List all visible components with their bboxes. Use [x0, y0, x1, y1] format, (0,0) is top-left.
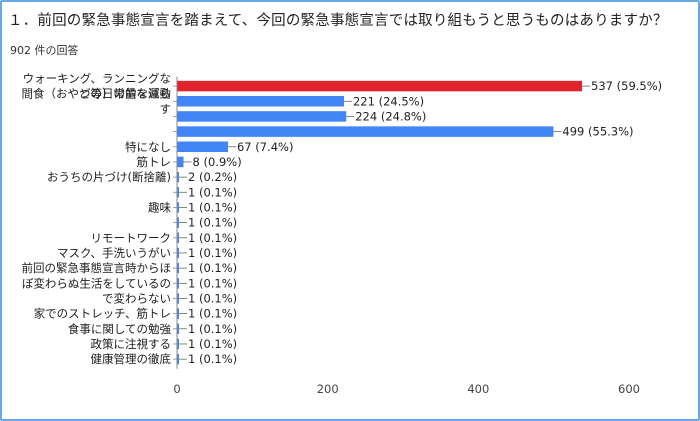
category-label-11-0: マスク、手洗いうがい [57, 246, 171, 260]
value-label-2: 224 (24.8%) [355, 109, 426, 123]
bar-15 [177, 308, 179, 319]
category-label-8-0: 趣味 [148, 200, 171, 214]
bar-9 [177, 217, 179, 228]
bar-6 [177, 171, 180, 183]
bar-12 [177, 262, 179, 274]
value-label-8: 1 (0.1%) [188, 200, 237, 214]
category-label-0-0: ウォーキング、ランニングな [23, 71, 171, 85]
category-label-15-0: 家でのストレッチ、筋トレ [34, 307, 171, 321]
category-label-5-0: 筋トレ [137, 155, 172, 169]
bar-1 [177, 96, 344, 107]
value-label-5: 8 (0.9%) [193, 155, 242, 169]
x-tick-label-1: 200 [317, 382, 339, 396]
bar-7 [177, 187, 179, 198]
bar-3 [177, 126, 554, 137]
category-label-12-2: で変わらない [102, 292, 171, 306]
category-label-17-0: 政策に注視する [91, 337, 172, 351]
category-label-18-0: 健康管理の徹底 [91, 352, 172, 366]
value-label-9: 1 (0.1%) [188, 216, 237, 230]
category-label-12-0: 前回の緊急事態宣言時からほ [22, 261, 172, 275]
value-label-15: 1 (0.1%) [188, 307, 237, 321]
value-label-18: 1 (0.1%) [188, 352, 237, 366]
value-label-4: 67 (7.4%) [237, 140, 293, 154]
bar-14 [177, 293, 179, 304]
value-label-16: 1 (0.1%) [188, 322, 237, 336]
category-label-10-0: リモートワーク [91, 231, 172, 245]
value-label-12: 1 (0.1%) [188, 261, 237, 275]
chart-title: １．前回の緊急事態宣言を踏まえて、今回の緊急事態宣言では取り組もうと思うものはあ… [8, 13, 668, 29]
category-label-4-0: 特になし [125, 140, 171, 154]
bar-16 [177, 323, 179, 335]
value-label-1: 221 (24.5%) [353, 94, 424, 108]
response-count: 902 件の回答 [10, 44, 79, 57]
value-label-0: 537 (59.5%) [591, 79, 662, 93]
bar-18 [177, 353, 179, 365]
bar-5 [177, 156, 184, 168]
bar-11 [177, 247, 179, 259]
value-label-17: 1 (0.1%) [188, 337, 237, 351]
bar-2 [177, 111, 347, 122]
x-tick-label-2: 400 [467, 382, 489, 396]
category-label-16-0: 食事に関しての勉強 [68, 322, 172, 336]
bar-17 [177, 338, 179, 350]
value-label-11: 1 (0.1%) [188, 246, 237, 260]
category-label-12-1: ぼ変わらぬ生活をしているの [22, 276, 171, 290]
value-label-14: 1 (0.1%) [188, 291, 237, 305]
bar-10 [177, 232, 179, 244]
value-label-10: 1 (0.1%) [188, 231, 237, 245]
bar-4 [177, 141, 228, 153]
x-tick-label-0: 0 [173, 382, 180, 396]
bar-13 [177, 278, 179, 289]
value-label-13: 1 (0.1%) [188, 276, 237, 290]
bar-8 [177, 202, 179, 213]
category-label-1-1: す [160, 102, 172, 116]
category-label-0-1: どの日常的な運動 [79, 87, 171, 101]
bar-0 [177, 80, 583, 92]
value-label-3: 499 (55.3%) [562, 125, 633, 139]
x-tick-label-3: 600 [618, 382, 640, 396]
category-label-6-0: おうちの片づけ(断捨離) [47, 170, 171, 184]
value-label-7: 1 (0.1%) [188, 185, 237, 199]
value-label-6: 2 (0.2%) [188, 170, 237, 184]
category-label-1-0: 間食（おやつ等）の量を減ら [22, 87, 172, 101]
